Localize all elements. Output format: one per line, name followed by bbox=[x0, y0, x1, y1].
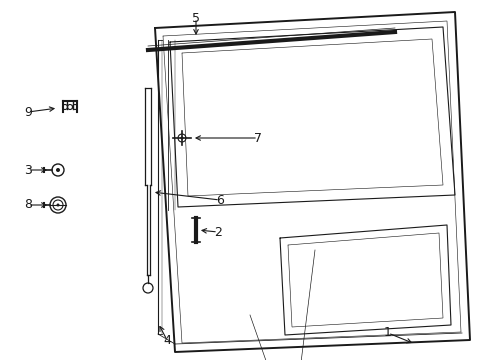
Text: 4: 4 bbox=[163, 333, 171, 346]
Text: 9: 9 bbox=[24, 105, 32, 118]
Circle shape bbox=[57, 203, 60, 207]
Circle shape bbox=[180, 136, 183, 139]
Text: 2: 2 bbox=[214, 225, 222, 238]
Text: 6: 6 bbox=[216, 194, 224, 207]
Circle shape bbox=[56, 168, 60, 172]
Text: 5: 5 bbox=[192, 12, 200, 24]
Text: 7: 7 bbox=[253, 131, 262, 144]
Text: 1: 1 bbox=[383, 327, 391, 339]
Text: 3: 3 bbox=[24, 163, 32, 176]
Text: 8: 8 bbox=[24, 198, 32, 211]
